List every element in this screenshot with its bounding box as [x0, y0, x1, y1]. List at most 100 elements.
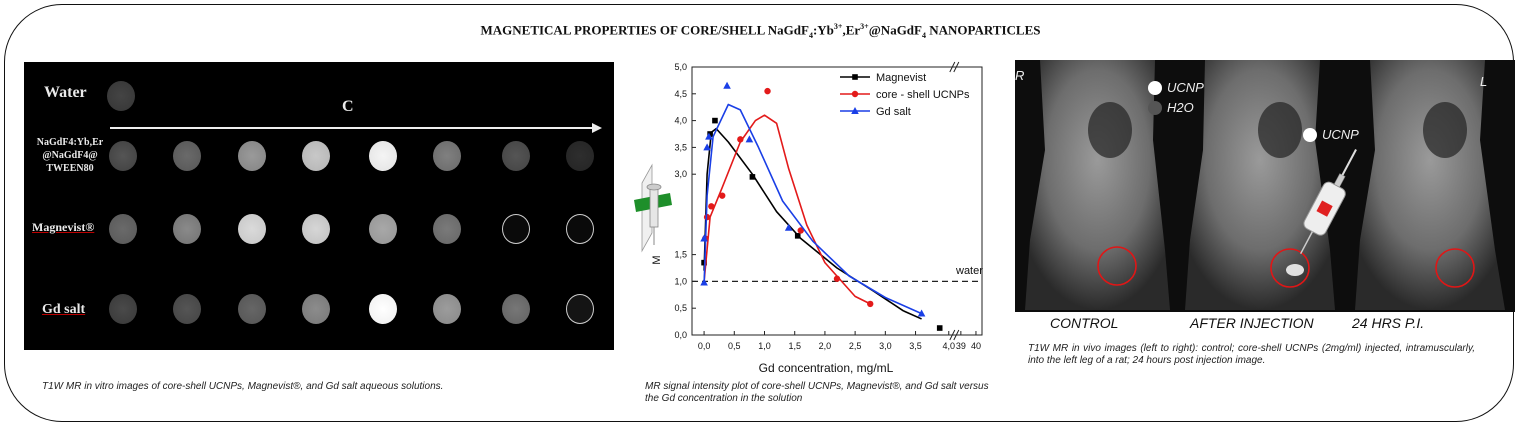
roi-circle-control	[1097, 246, 1137, 286]
phantom-magnevist-4	[302, 214, 330, 244]
series-line-2	[703, 103, 922, 315]
caption-in-vitro: T1W MR in vitro images of core-shell UCN…	[42, 381, 444, 392]
label-24-hrs: 24 HRS P.I.	[1352, 315, 1425, 331]
data-point-1	[867, 300, 874, 308]
series-line-1	[703, 114, 871, 305]
x-tick-label: 3,0	[879, 341, 892, 351]
roi-circle-after	[1270, 248, 1310, 288]
y-tick-label: 4,5	[674, 89, 687, 99]
data-point-1	[797, 227, 804, 234]
concentration-arrow	[110, 123, 602, 133]
x-axis-label: Gd concentration, mg/mL	[759, 361, 894, 375]
data-point-1	[737, 136, 744, 143]
concentration-arrow-label: C	[342, 98, 354, 115]
phantom-magnevist-2	[173, 214, 201, 244]
legend-label-1: core - shell UCNPs	[876, 89, 970, 101]
in-vitro-mr-image: Water NaGdF4:Yb,Er @NaGdF4@ TWEEN80 Magn…	[24, 62, 614, 350]
data-point-0	[794, 233, 801, 239]
x-tick-label: 39	[956, 341, 966, 351]
syringe-icon	[1299, 149, 1357, 255]
phantom-magnevist-3	[238, 214, 266, 244]
rat-mr-slices	[1025, 60, 1505, 310]
y-tick-label: 0,5	[674, 303, 687, 313]
x-tick-label: 2,0	[819, 341, 832, 351]
side-label-r: R	[1015, 68, 1025, 83]
y-tick-label: 3,5	[674, 142, 687, 152]
legend-label-2: Gd salt	[876, 106, 911, 118]
y-tick-label: 1,5	[674, 250, 687, 260]
rat-24h	[1355, 60, 1505, 310]
data-point-2	[745, 135, 754, 143]
legend-ucnp-label: UCNP	[1167, 80, 1204, 95]
phantom-gd-2	[173, 294, 201, 324]
phantom-gd-7	[502, 294, 530, 324]
x-tick-label: 3,5	[909, 341, 922, 351]
x-axis-break-top	[949, 61, 956, 73]
x-axis-break-top	[953, 61, 960, 73]
phantom-ucnp-2	[173, 141, 201, 171]
plot-frame	[691, 66, 983, 336]
x-tick-label: 0,5	[728, 341, 741, 351]
roi-circle-24h	[1435, 248, 1475, 288]
y-tick-label: 1,0	[674, 276, 687, 286]
legend-dot-h2o	[1148, 101, 1162, 115]
data-point-0	[707, 131, 713, 137]
phantom-magnevist-8	[566, 214, 594, 244]
data-point-0	[936, 325, 943, 331]
data-point-1	[833, 275, 841, 282]
x-tick-label: 40	[971, 341, 981, 351]
phantom-ucnp-4	[302, 141, 330, 171]
label-after-injection: AFTER INJECTION	[1190, 315, 1314, 331]
phantom-gd-1	[109, 294, 137, 324]
phantom-ucnp-7	[502, 141, 530, 171]
phantom-ucnp-6	[433, 141, 461, 171]
data-point-1	[708, 203, 715, 210]
label-control: CONTROL	[1050, 315, 1119, 331]
data-point-2	[705, 132, 713, 140]
phantom-ucnp-1	[109, 141, 137, 171]
phantom-ucnp-5	[369, 141, 397, 171]
y-axis-label: M	[651, 255, 663, 264]
page-title: MAGNETICAL PROPERTIES OF CORE/SHELL NaGd…	[480, 22, 1041, 40]
syringe-label: UCNP	[1322, 127, 1359, 142]
y-tick-label: 4,0	[674, 116, 687, 126]
phantom-magnevist-1	[109, 214, 137, 244]
row-label-ucnp-line3: TWEEN80	[46, 163, 94, 174]
water-reference-label: water	[955, 265, 983, 277]
y-tick-label: 0,0	[674, 330, 687, 340]
data-point-2	[723, 81, 731, 89]
row-label-ucnp-line1: NaGdF4:Yb,Er	[36, 137, 104, 148]
mri-coil-icon	[634, 163, 672, 253]
rat-after-injection	[1185, 60, 1335, 310]
x-tick-label: 2,5	[849, 341, 862, 351]
y-tick-label: 5,0	[674, 62, 687, 72]
legend-label-0: Magnevist	[876, 72, 926, 84]
phantom-water	[107, 81, 135, 111]
data-point-2	[700, 278, 708, 286]
phantom-gd-3	[238, 294, 266, 324]
caption-in-vivo: T1W MR in vivo images (left to right): c…	[1028, 343, 1475, 366]
phantom-magnevist-7	[502, 214, 530, 244]
data-point-2	[700, 234, 708, 242]
legend-dot-ucnp	[1148, 81, 1162, 95]
chart-legend: Magnevist core - shell UCNPs Gd salt	[840, 72, 970, 118]
mr-signal-chart: 0,0 0,5 1,0 1,5 2,0 2,5 3,0 3,5 4,0 39 400,00,51,0…	[634, 61, 983, 375]
phantom-ucnp-3	[238, 141, 266, 171]
row-label-ucnp-line2: @NaGdF4@	[42, 150, 98, 161]
data-point-2	[917, 309, 926, 317]
data-point-0	[712, 117, 718, 124]
series-line-0-tail	[903, 310, 922, 320]
phantom-magnevist-6	[433, 214, 461, 244]
x-axis-break	[953, 329, 960, 341]
x-tick-label: 0,0	[698, 341, 711, 351]
caption-chart: MR signal intensity plot of core-shell U…	[645, 381, 989, 404]
phantom-ucnp-8	[566, 141, 594, 171]
x-tick-label: 4,0	[943, 341, 956, 351]
x-tick-label: 1,5	[788, 341, 801, 351]
data-point-2	[784, 223, 793, 231]
data-point-0	[749, 174, 756, 180]
row-label-ucnp: NaGdF4:Yb,Er @NaGdF4@ TWEEN80	[30, 136, 110, 175]
x-axis-break	[949, 329, 956, 341]
row-label-water: Water	[44, 84, 87, 101]
legend-h2o-label: H2O	[1167, 100, 1194, 115]
